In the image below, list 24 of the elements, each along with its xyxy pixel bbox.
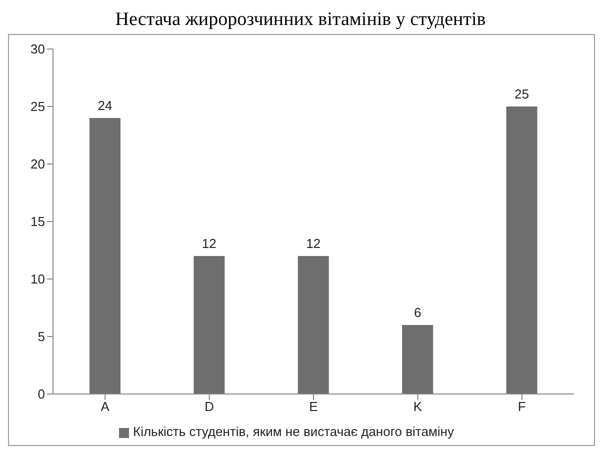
bar [402, 325, 434, 394]
legend-label: Кількість студентів, яким не вистачає даного вітаміну [133, 424, 454, 439]
y-tick-label: 20 [30, 156, 45, 172]
y-tick-label: 10 [30, 272, 45, 287]
y-tick-label: 5 [38, 329, 45, 344]
bar [298, 256, 329, 394]
x-tick-label: E [309, 399, 318, 414]
data-label: 25 [514, 86, 530, 102]
x-tick-label: D [204, 399, 214, 414]
y-tick-label: 30 [30, 42, 45, 57]
bar [506, 106, 538, 394]
bar [89, 118, 120, 394]
data-label: 6 [414, 305, 422, 320]
data-label: 12 [202, 236, 216, 251]
x-tick-label: F [518, 399, 526, 414]
y-tick-label: 25 [30, 99, 45, 114]
bar [194, 256, 225, 394]
x-tick-label: K [413, 399, 422, 414]
y-tick-label: 0 [38, 386, 45, 402]
data-label: 24 [98, 98, 112, 113]
data-label: 12 [306, 236, 321, 251]
y-tick-label: 15 [30, 214, 45, 230]
x-tick-label: A [100, 399, 110, 414]
chart-title: Нестача жиророзчинних вітамінів у студентів [114, 8, 487, 32]
